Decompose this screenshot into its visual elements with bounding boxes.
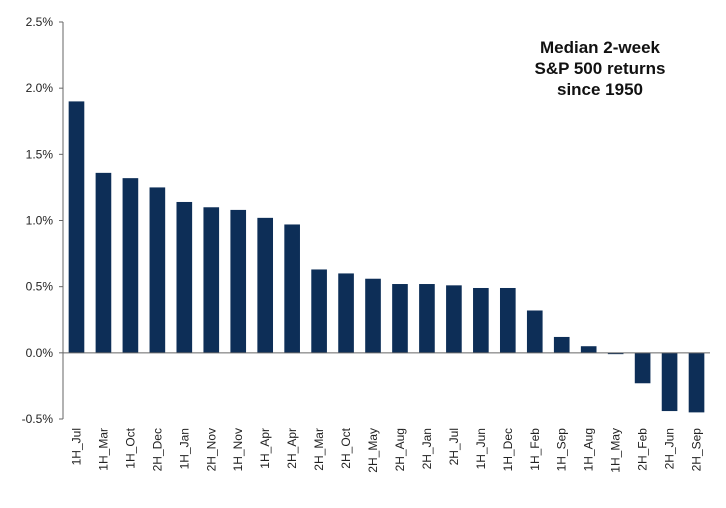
title-line: S&P 500 returns [534, 59, 665, 78]
title-line: since 1950 [557, 80, 643, 99]
bar-2h-may [365, 278, 381, 353]
bar-2h-aug [392, 284, 408, 353]
y-tick-label: 0.5% [26, 280, 54, 294]
x-category-label: 2H_May [366, 428, 380, 473]
bar-2h-jul [446, 285, 462, 353]
x-category-label: 2H_Feb [636, 428, 650, 471]
y-tick-label: 2.5% [26, 15, 54, 29]
x-category-label: 1H_Apr [258, 428, 272, 469]
bar-2h-sep [688, 352, 705, 413]
x-category-label: 1H_Mar [96, 428, 110, 471]
x-category-label: 2H_Jun [663, 428, 677, 469]
x-category-label: 1H_Feb [528, 428, 542, 471]
x-category-label: 2H_Jan [420, 428, 434, 469]
x-category-label: 2H_Dec [150, 428, 164, 471]
x-category-label: 2H_Mar [312, 428, 326, 471]
x-category-label: 1H_Sep [555, 428, 569, 472]
axes-group [62, 22, 710, 419]
y-tick-label: 1.5% [26, 147, 54, 161]
bar-1h-may [607, 352, 624, 355]
x-category-label: 2H_Nov [204, 428, 218, 471]
bar-2h-feb [634, 352, 651, 384]
bar-2h-jun [661, 352, 678, 412]
bar-2h-apr [284, 224, 300, 353]
title-line: Median 2-week [540, 38, 661, 57]
bar-1h-mar [95, 172, 112, 353]
y-tick-label: 0.0% [26, 346, 54, 360]
x-axis-labels: 1H_Jul 1H_Mar 1H_Oct 2H_Dec 1H_Jan 2H_Nov 1H_N… [69, 427, 703, 472]
x-category-label: 1H_Jun [474, 428, 488, 469]
x-category-label: 2H_Jul [447, 428, 461, 465]
bar-2h-dec [149, 187, 166, 353]
x-category-label: 1H_Dec [501, 428, 515, 471]
bar-1h-dec [499, 287, 516, 353]
bar-1h-jun [473, 287, 489, 353]
bar-1h-oct [122, 178, 139, 353]
chart-title: Median 2-week S&P 500 returns since 1950 [534, 38, 665, 99]
x-category-label: 1H_Nov [231, 428, 245, 471]
y-tick-label: 2.0% [26, 81, 54, 95]
bar-1h-aug [580, 346, 597, 353]
x-category-label: 1H_May [609, 428, 623, 473]
bar-2h-nov [203, 207, 220, 353]
bar-1h-apr [257, 217, 274, 353]
y-tick-label: -0.5% [22, 412, 54, 426]
x-category-label: 2H_Oct [339, 427, 353, 468]
bar-2h-oct [338, 273, 354, 353]
x-category-label: 1H_Oct [123, 427, 137, 468]
x-category-label: 1H_Jul [69, 428, 83, 465]
y-tick-label: 1.0% [26, 214, 54, 228]
x-category-label: 1H_Jan [177, 428, 191, 469]
x-category-label: 2H_Apr [285, 428, 299, 469]
x-category-label: 2H_Sep [690, 428, 704, 472]
bar-1h-jan [176, 201, 193, 353]
bar-1h-nov [230, 209, 247, 353]
x-category-label: 1H_Aug [582, 428, 596, 471]
bar-2h-mar [311, 269, 327, 353]
bars-group [68, 101, 705, 413]
bar-1h-feb [526, 310, 543, 353]
bar-2h-jan [419, 284, 435, 353]
bar-1h-sep [553, 336, 570, 353]
y-axis-ticks: 2.5% 2.0% 1.5% 1.0% 0.5% 0.0% -0.5% [22, 15, 63, 426]
x-category-label: 2H_Aug [393, 428, 407, 471]
bar-1h-jul [68, 101, 85, 353]
